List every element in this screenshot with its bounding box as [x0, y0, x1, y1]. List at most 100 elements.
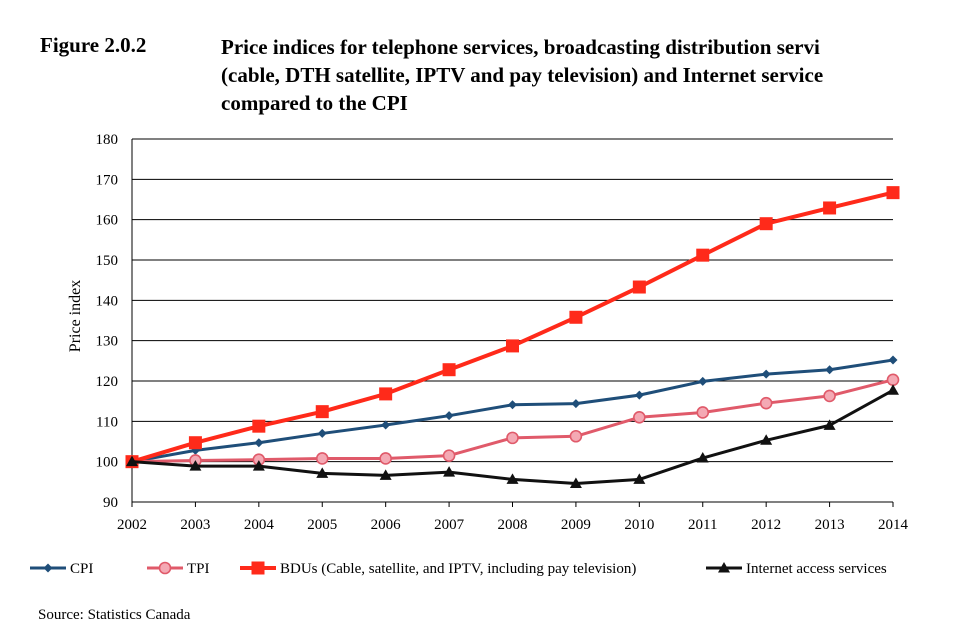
x-tick-2012: 2012 [751, 517, 781, 533]
point-0-2012 [761, 369, 771, 379]
y-tick-labels: 90 100 110 120 130 140 150 160 170 180 [96, 132, 119, 511]
legend-label-1: TPI [187, 561, 210, 577]
y-axis-label: Price index [67, 280, 84, 352]
point-3-2014 [887, 384, 899, 395]
series-bdus [125, 186, 900, 469]
x-tick-2013: 2013 [815, 517, 845, 533]
figure-title-line-3: compared to the CPI [221, 91, 408, 115]
figure-label: Figure 2.0.2 [40, 33, 147, 57]
point-2-2008 [506, 339, 519, 353]
point-1-2006 [379, 452, 392, 465]
grid-lines [132, 138, 893, 503]
x-tick-2007: 2007 [434, 517, 465, 533]
x-tick-2004: 2004 [244, 517, 275, 533]
legend-swatch-marker-3 [718, 562, 730, 573]
point-3-2011 [696, 452, 709, 463]
x-tick-2009: 2009 [561, 517, 591, 533]
y-tick-180: 180 [96, 132, 119, 148]
legend-swatch-marker-1 [158, 561, 172, 575]
series-cpi [127, 355, 898, 467]
legend-label-0: CPI [70, 561, 93, 577]
legend-label-3: Internet access services [746, 561, 887, 577]
point-2-2003 [188, 436, 202, 450]
y-tick-170: 170 [96, 172, 119, 188]
source-note: Source: Statistics Canada [38, 607, 191, 623]
point-0-2008 [508, 400, 517, 410]
legend-item-2: BDUs (Cable, satellite, and IPTV, includ… [240, 561, 636, 577]
point-3-2003 [189, 460, 202, 471]
point-0-2014 [888, 355, 898, 365]
point-3-2005 [316, 467, 329, 478]
y-tick-90: 90 [103, 495, 118, 511]
point-3-2012 [760, 434, 773, 445]
figure-title-line-2: (cable, DTH satellite, IPTV and pay tele… [221, 63, 824, 87]
point-2-2012 [759, 217, 773, 231]
point-3-2006 [379, 469, 392, 480]
point-1-2010 [633, 410, 646, 424]
figure-title: Price indices for telephone services, br… [221, 33, 966, 117]
series-line-1 [131, 378, 894, 464]
point-1-2013 [823, 389, 836, 403]
legend: CPI TPI BDUs (Cable, satellite, and IPTV, … [30, 561, 887, 577]
legend-item-3: Internet access services [706, 561, 887, 577]
legend-label-2: BDUs (Cable, satellite, and IPTV, includ… [280, 561, 636, 577]
point-2-2006 [379, 387, 393, 401]
series-line-0 [131, 358, 894, 464]
legend-item-1: TPI [147, 561, 210, 577]
point-1-2007 [442, 449, 456, 462]
point-3-2010 [633, 473, 646, 484]
point-2-2014 [886, 186, 900, 200]
x-tick-2011: 2011 [688, 517, 717, 533]
point-0-2013 [825, 365, 835, 375]
point-2-2009 [569, 310, 583, 324]
y-tick-110: 110 [96, 414, 118, 430]
point-3-2008 [506, 473, 519, 484]
point-1-2012 [759, 396, 773, 410]
point-2-2005 [315, 405, 329, 419]
x-tick-2005: 2005 [307, 517, 337, 533]
y-tick-100: 100 [96, 455, 119, 471]
point-0-2007 [444, 411, 454, 421]
y-tick-140: 140 [96, 293, 119, 309]
point-1-2009 [569, 429, 583, 443]
series-lines [125, 186, 900, 488]
figure-title-line-1: Price indices for telephone services, br… [221, 35, 820, 59]
y-tick-150: 150 [96, 253, 119, 269]
point-3-2004 [252, 460, 265, 471]
point-2-2007 [442, 363, 456, 377]
point-2-2010 [632, 280, 646, 294]
x-tick-2010: 2010 [624, 517, 654, 533]
point-3-2007 [443, 466, 456, 477]
point-2-2004 [252, 419, 266, 433]
y-tick-120: 120 [96, 374, 119, 390]
point-1-2014 [886, 373, 900, 387]
point-3-2009 [569, 477, 582, 488]
point-1-2008 [506, 431, 519, 445]
x-tick-2006: 2006 [371, 517, 402, 533]
legend-swatch-marker-2 [251, 561, 265, 575]
point-2-2011 [696, 248, 710, 262]
series-internet [126, 384, 899, 488]
point-3-2002 [126, 455, 138, 467]
y-tick-130: 130 [96, 334, 119, 350]
point-1-2011 [696, 406, 710, 419]
x-tick-2008: 2008 [498, 517, 528, 533]
point-2-2013 [823, 201, 837, 215]
axes [131, 139, 894, 507]
legend-item-0: CPI [30, 561, 93, 577]
x-tick-2002: 2002 [117, 517, 147, 533]
point-0-2009 [571, 399, 581, 409]
point-0-2006 [381, 420, 391, 430]
point-0-2010 [634, 390, 644, 400]
series-tpi [125, 373, 900, 468]
point-0-2011 [698, 376, 708, 386]
point-0-2004 [254, 438, 264, 448]
legend-swatch-marker-0 [43, 563, 53, 573]
point-1-2005 [315, 452, 329, 465]
y-tick-160: 160 [96, 213, 119, 229]
x-tick-2003: 2003 [180, 517, 210, 533]
x-tick-labels: 2002 2003 2004 2005 2006 2007 2008 2009 2010 2011… [117, 517, 909, 533]
point-3-2013 [823, 419, 836, 430]
point-0-2005 [317, 428, 327, 438]
